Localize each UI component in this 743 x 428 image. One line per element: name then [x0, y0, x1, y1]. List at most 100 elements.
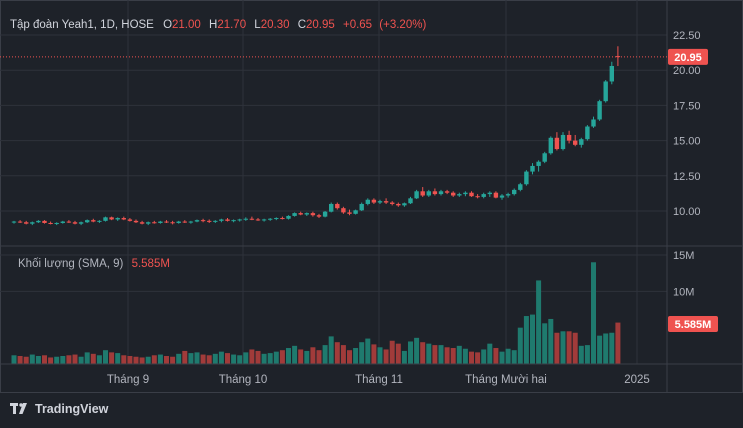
volume-bar	[511, 350, 517, 364]
price-tick-label: 17.50	[673, 100, 701, 112]
candle-body	[463, 192, 468, 195]
candle-body	[438, 191, 444, 195]
volume-bar	[377, 347, 383, 364]
candle-body	[237, 219, 242, 221]
candle-body	[420, 191, 425, 196]
candle-body	[390, 202, 395, 204]
volume-tick-label: 15M	[673, 250, 694, 262]
candle-body	[609, 65, 614, 82]
candle-body	[127, 219, 133, 221]
volume-bar	[90, 353, 96, 364]
close-value: 20.95	[306, 19, 335, 31]
candle-body	[103, 217, 108, 221]
volume-bar	[48, 357, 54, 364]
candle-body	[329, 203, 334, 212]
volume-bar	[188, 353, 194, 364]
candle-body	[426, 191, 431, 196]
volume-bar	[530, 314, 535, 364]
volume-bar	[347, 350, 352, 364]
candle-body	[286, 215, 291, 219]
candle-body	[298, 213, 303, 215]
tradingview-wordmark: TradingView	[35, 402, 109, 416]
candle-body	[243, 218, 248, 220]
volume-bar	[401, 350, 407, 364]
volume-bar	[371, 344, 377, 364]
candle-body	[353, 210, 358, 214]
candle-body	[36, 220, 41, 223]
candle-body	[170, 222, 175, 224]
candle-body	[518, 184, 523, 190]
candle-body	[109, 217, 114, 220]
price-tick-label: 20.00	[673, 65, 701, 77]
volume-bar	[225, 353, 230, 364]
time-tick-label: Tháng 11	[355, 374, 403, 386]
candle-body	[505, 194, 511, 196]
candle-body	[158, 221, 163, 223]
candle-body	[121, 218, 126, 220]
candle-body	[481, 194, 486, 197]
volume-tag: 5.585M	[668, 316, 718, 332]
volume-bar	[304, 350, 310, 364]
candle-body	[48, 222, 53, 224]
volume-bar	[359, 342, 365, 364]
candle-body	[219, 219, 224, 221]
candle-body	[139, 222, 145, 224]
volume-bar	[408, 341, 413, 364]
price-tick-label: 12.50	[673, 171, 701, 183]
candle-body	[554, 137, 560, 150]
symbol-label[interactable]: Tập đoàn Yeah1, 1D, HOSE	[10, 19, 154, 31]
candle-body	[585, 126, 590, 140]
volume-bar	[566, 331, 572, 364]
candle-body	[469, 192, 474, 197]
volume-bar	[72, 354, 78, 364]
candle-body	[591, 119, 596, 127]
candle-body	[200, 220, 206, 222]
volume-bar	[261, 353, 267, 364]
candle-body	[164, 221, 169, 223]
change-value: +0.65	[343, 19, 372, 31]
volume-legend-value: 5.585M	[132, 258, 170, 270]
volume-bar	[206, 355, 212, 364]
tradingview-branding[interactable]: TradingView	[10, 402, 108, 416]
volume-bar	[182, 350, 188, 364]
volume-bar	[505, 348, 511, 364]
candle-body	[359, 203, 364, 211]
volume-bar	[597, 335, 603, 364]
volume-bar	[157, 354, 163, 364]
volume-bar	[96, 355, 102, 364]
open-value: 21.00	[172, 19, 201, 31]
candle-body	[573, 140, 578, 145]
candle-body	[493, 192, 499, 198]
volume-bar	[487, 343, 493, 364]
volume-legend: Khối lượng (SMA, 9) 5.585M	[18, 258, 170, 270]
volume-bar	[414, 337, 420, 364]
volume-bar	[267, 353, 273, 364]
candle-body	[115, 218, 120, 220]
candle-body	[597, 101, 602, 120]
volume-bar	[383, 349, 389, 364]
volume-bar	[609, 332, 615, 364]
time-tick-label: Tháng 9	[107, 374, 149, 386]
volume-bar	[316, 350, 322, 364]
candle-body	[316, 215, 322, 217]
candle-body	[322, 211, 328, 217]
candle-body	[603, 81, 608, 102]
candle-body	[91, 220, 96, 222]
volume-bar	[548, 318, 554, 364]
candle-body	[371, 199, 377, 203]
grid	[0, 0, 667, 364]
price-tick-label: 22.50	[673, 30, 701, 42]
candle-body	[396, 203, 401, 206]
time-axis[interactable]: Tháng 9 Tháng 10 Tháng 11 Tháng Mười hai 202…	[107, 374, 650, 386]
volume-bar	[109, 352, 115, 364]
candle-body	[499, 195, 505, 198]
volume-legend-label[interactable]: Khối lượng (SMA, 9)	[18, 258, 124, 270]
volume-bar	[133, 356, 139, 364]
candle-body	[365, 199, 370, 204]
volume-axis[interactable]: 15M 10M	[673, 250, 694, 298]
price-axis[interactable]: 22.50 20.00 17.50 15.00 12.50 10.00	[673, 30, 701, 218]
time-tick-label: Tháng 10	[219, 374, 268, 386]
volume-bar	[17, 356, 23, 364]
volume-bar	[249, 349, 255, 364]
